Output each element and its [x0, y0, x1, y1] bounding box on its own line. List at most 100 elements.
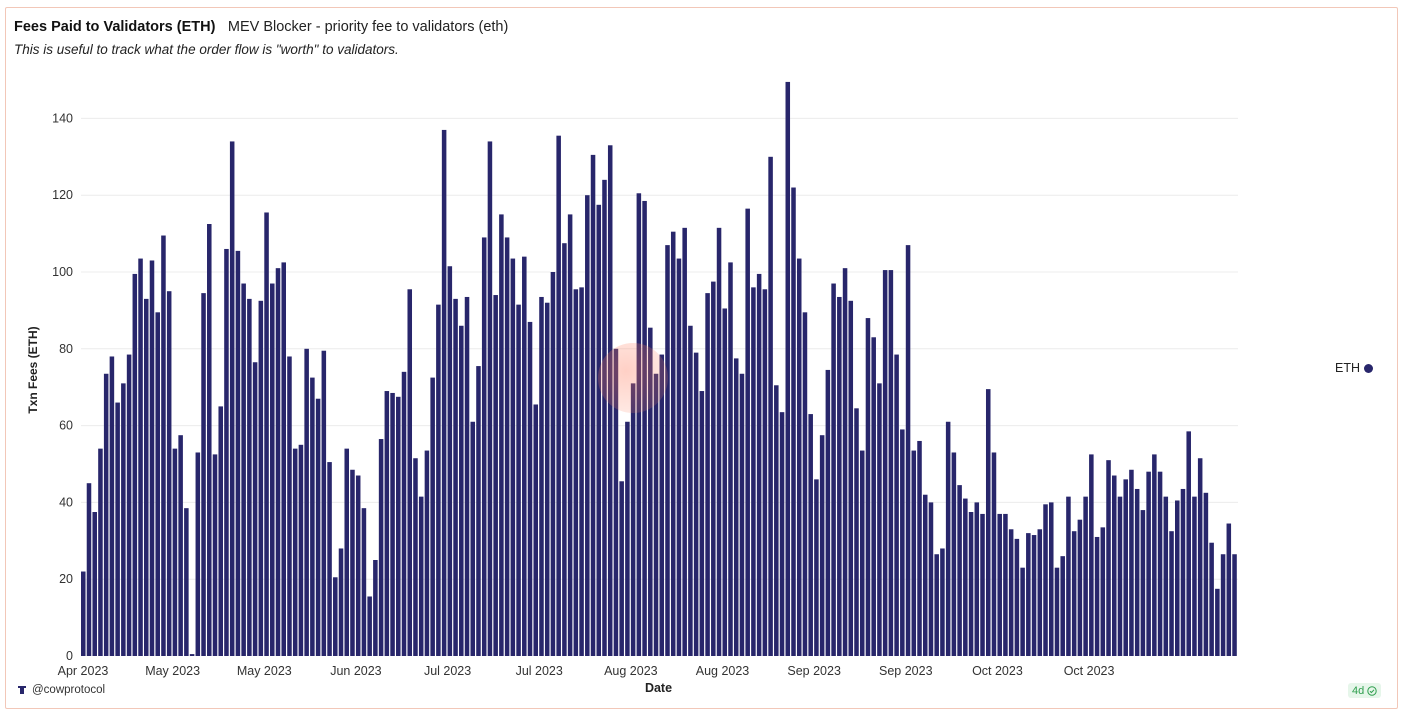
bar[interactable] — [149, 260, 155, 656]
bar[interactable] — [235, 250, 241, 656]
bar[interactable] — [573, 289, 579, 656]
bar[interactable] — [636, 193, 642, 656]
bar[interactable] — [229, 141, 235, 656]
bar[interactable] — [711, 281, 716, 656]
bar[interactable] — [676, 258, 682, 656]
bar[interactable] — [333, 577, 338, 656]
bar[interactable] — [865, 318, 871, 656]
bar[interactable] — [625, 421, 630, 656]
bar[interactable] — [837, 296, 842, 656]
bar[interactable] — [871, 337, 876, 656]
bar[interactable] — [418, 496, 424, 656]
bar[interactable] — [630, 383, 636, 656]
bar[interactable] — [103, 373, 109, 656]
bar[interactable] — [327, 462, 332, 656]
bar[interactable] — [224, 248, 229, 656]
bar[interactable] — [436, 304, 441, 656]
bar[interactable] — [476, 366, 481, 656]
bar[interactable] — [751, 287, 756, 656]
bar[interactable] — [682, 227, 687, 656]
bar[interactable] — [207, 224, 212, 656]
bar[interactable] — [344, 448, 350, 656]
bar[interactable] — [361, 508, 367, 656]
bar[interactable] — [934, 554, 939, 656]
bar[interactable] — [1157, 471, 1163, 656]
bar[interactable] — [607, 145, 613, 656]
bar[interactable] — [1014, 538, 1020, 656]
bar[interactable] — [1197, 458, 1203, 656]
bar[interactable] — [1054, 567, 1060, 656]
bar[interactable] — [779, 412, 785, 656]
bar[interactable] — [567, 214, 573, 656]
bar[interactable] — [1031, 535, 1037, 656]
bar[interactable] — [155, 312, 160, 656]
bar[interactable] — [413, 458, 418, 656]
bar[interactable] — [401, 371, 407, 656]
bar[interactable] — [1226, 523, 1232, 656]
bar[interactable] — [355, 475, 361, 656]
bar[interactable] — [590, 154, 596, 656]
bar[interactable] — [86, 483, 92, 656]
bar[interactable] — [544, 302, 550, 656]
bar[interactable] — [1152, 454, 1157, 656]
bar[interactable] — [321, 350, 327, 656]
bar[interactable] — [1003, 513, 1008, 656]
bar[interactable] — [831, 283, 836, 656]
bar[interactable] — [602, 179, 607, 656]
bar[interactable] — [1117, 496, 1123, 656]
bar[interactable] — [315, 398, 321, 656]
bar[interactable] — [1192, 496, 1197, 656]
bar[interactable] — [241, 283, 246, 656]
bar[interactable] — [470, 421, 476, 656]
bar[interactable] — [92, 512, 97, 656]
bar[interactable] — [390, 392, 395, 656]
bar[interactable] — [911, 450, 917, 656]
bar[interactable] — [172, 448, 178, 656]
bar[interactable] — [115, 402, 120, 656]
bar[interactable] — [1146, 471, 1151, 656]
bar[interactable] — [132, 273, 138, 656]
bar[interactable] — [138, 258, 143, 656]
bar[interactable] — [201, 293, 206, 656]
bar[interactable] — [441, 129, 447, 657]
bar[interactable] — [516, 304, 521, 656]
bar[interactable] — [991, 452, 997, 656]
bar[interactable] — [877, 383, 882, 656]
bar[interactable] — [407, 289, 413, 656]
bar[interactable] — [281, 262, 286, 656]
bar[interactable] — [1077, 519, 1083, 656]
bar[interactable] — [728, 262, 733, 656]
bar[interactable] — [665, 245, 670, 656]
bar[interactable] — [367, 596, 372, 656]
bar[interactable] — [292, 448, 298, 656]
bar[interactable] — [716, 227, 722, 656]
bar[interactable] — [247, 298, 252, 656]
bar[interactable] — [1220, 554, 1226, 656]
bar[interactable] — [396, 396, 401, 656]
bar[interactable] — [1048, 502, 1054, 656]
bar[interactable] — [1175, 500, 1180, 656]
bar[interactable] — [287, 356, 292, 656]
bar[interactable] — [768, 156, 773, 657]
bar[interactable] — [1100, 527, 1106, 656]
bar[interactable] — [940, 548, 945, 656]
bar[interactable] — [900, 429, 905, 656]
bar[interactable] — [1066, 496, 1071, 656]
bar[interactable] — [1180, 488, 1186, 656]
bar[interactable] — [980, 513, 985, 656]
bar[interactable] — [774, 385, 779, 656]
bar[interactable] — [859, 450, 865, 656]
bar[interactable] — [270, 283, 275, 656]
bar[interactable] — [1008, 529, 1014, 656]
bar[interactable] — [1123, 479, 1128, 656]
bar[interactable] — [258, 300, 264, 656]
bar[interactable] — [819, 435, 825, 656]
bar[interactable] — [648, 327, 653, 656]
bar[interactable] — [1169, 531, 1174, 656]
bar[interactable] — [1163, 496, 1169, 656]
bar[interactable] — [739, 373, 745, 656]
bar[interactable] — [453, 298, 458, 656]
bar[interactable] — [951, 452, 957, 656]
author-link[interactable]: @cowprotocol — [17, 684, 105, 696]
bar[interactable] — [1060, 556, 1065, 656]
